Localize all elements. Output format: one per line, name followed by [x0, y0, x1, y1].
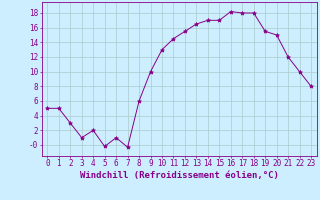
X-axis label: Windchill (Refroidissement éolien,°C): Windchill (Refroidissement éolien,°C)	[80, 171, 279, 180]
